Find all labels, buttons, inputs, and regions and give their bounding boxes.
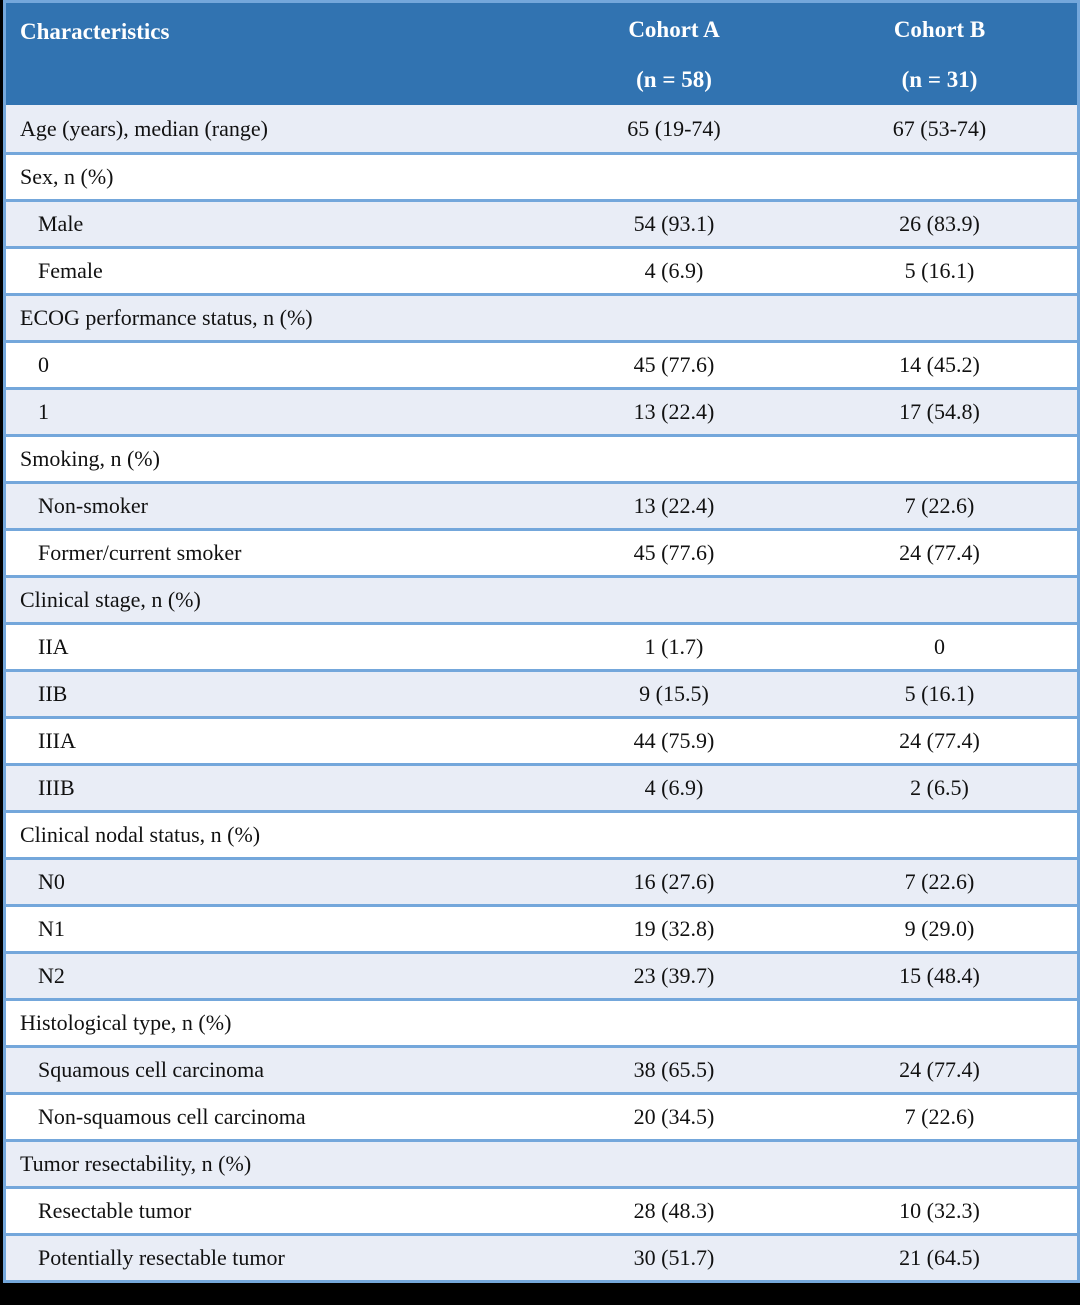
- cohort-a-value: 4 (6.9): [644, 258, 704, 283]
- row-label: IIIB: [38, 775, 75, 800]
- cohort-a-value: 30 (51.7): [633, 1245, 715, 1270]
- cohort-b-value: 24 (77.4): [899, 540, 980, 565]
- table-row: Non-smoker 13 (22.4) 7 (22.6): [6, 481, 1077, 528]
- header-cohort-a-n: (n = 58): [636, 67, 712, 92]
- row-label: Former/current smoker: [38, 540, 242, 565]
- table-section-row: ECOG performance status, n (%): [6, 293, 1077, 340]
- table-header-row: Characteristics Cohort A (n = 58) Cohort…: [6, 3, 1077, 105]
- table-section-row: Clinical nodal status, n (%): [6, 810, 1077, 857]
- table-row: 1 13 (22.4) 17 (54.8): [6, 387, 1077, 434]
- header-cohort-b-name: Cohort B: [893, 17, 986, 42]
- cohort-a-value: 28 (48.3): [633, 1198, 715, 1223]
- table-section-row: Histological type, n (%): [6, 998, 1077, 1045]
- table-section-row: Clinical stage, n (%): [6, 575, 1077, 622]
- cohort-a-value: 20 (34.5): [633, 1104, 715, 1129]
- table-row: N0 16 (27.6) 7 (22.6): [6, 857, 1077, 904]
- table-row: Former/current smoker 45 (77.6) 24 (77.4): [6, 528, 1077, 575]
- table-row: N2 23 (39.7) 15 (48.4): [6, 951, 1077, 998]
- table-body: Age (years), median (range) 65 (19-74) 67 …: [6, 105, 1077, 1280]
- table-row: Potentially resectable tumor 30 (51.7) 21 …: [6, 1233, 1077, 1280]
- cohort-a-value: 44 (75.9): [633, 728, 715, 753]
- table-row: 0 45 (77.6) 14 (45.2): [6, 340, 1077, 387]
- section-label: ECOG performance status, n (%): [20, 305, 313, 330]
- cohort-a-value: 38 (65.5): [633, 1057, 715, 1082]
- section-label: Clinical nodal status, n (%): [20, 822, 261, 847]
- header-characteristics: Characteristics: [20, 19, 170, 44]
- row-label: IIA: [38, 634, 69, 659]
- table-row: N1 19 (32.8) 9 (29.0): [6, 904, 1077, 951]
- row-label: Non-smoker: [38, 493, 148, 518]
- table-row: IIIA 44 (75.9) 24 (77.4): [6, 716, 1077, 763]
- table-row: IIIB 4 (6.9) 2 (6.5): [6, 763, 1077, 810]
- row-label: N1: [38, 916, 65, 941]
- section-label: Clinical stage, n (%): [20, 587, 201, 612]
- row-label: N0: [38, 869, 65, 894]
- row-label: Male: [38, 211, 84, 236]
- cohort-a-value: 19 (32.8): [633, 916, 715, 941]
- row-label: 1: [38, 399, 49, 424]
- table-section-row: Sex, n (%): [6, 152, 1077, 199]
- section-label: Tumor resectability, n (%): [20, 1151, 252, 1176]
- table-section-row: Smoking, n (%): [6, 434, 1077, 481]
- cohort-b-value: 24 (77.4): [899, 1057, 980, 1082]
- cohort-b-value: 67 (53-74): [892, 115, 987, 141]
- table-section-row: Tumor resectability, n (%): [6, 1139, 1077, 1186]
- cohort-b-value: 14 (45.2): [899, 352, 980, 377]
- cohort-b-value: 9 (29.0): [904, 916, 975, 941]
- table-row: Female 4 (6.9) 5 (16.1): [6, 246, 1077, 293]
- row-label: Potentially resectable tumor: [38, 1245, 285, 1270]
- cohort-a-value: 13 (22.4): [633, 493, 715, 518]
- section-label: Smoking, n (%): [20, 446, 160, 471]
- row-label: N2: [38, 963, 65, 988]
- row-label: Age (years), median (range): [20, 115, 268, 141]
- table-row: IIA 1 (1.7) 0: [6, 622, 1077, 669]
- row-label: Non-squamous cell carcinoma: [38, 1104, 306, 1129]
- table-row: Male 54 (93.1) 26 (83.9): [6, 199, 1077, 246]
- cohort-a-value: 45 (77.6): [633, 540, 715, 565]
- bottom-black-bar: [0, 1283, 1080, 1305]
- cohort-a-value: 9 (15.5): [639, 681, 709, 706]
- row-label: Squamous cell carcinoma: [38, 1057, 265, 1082]
- cohort-b-value: 17 (54.8): [899, 399, 980, 424]
- cohort-b-value: 21 (64.5): [899, 1245, 980, 1270]
- cohort-a-value: 13 (22.4): [633, 399, 715, 424]
- table-row: Squamous cell carcinoma 38 (65.5) 24 (77.4…: [6, 1045, 1077, 1092]
- header-cohort-b-n: (n = 31): [901, 67, 978, 92]
- cohort-b-value: 10 (32.3): [899, 1198, 980, 1223]
- table-row: Non-squamous cell carcinoma 20 (34.5) 7 (2…: [6, 1092, 1077, 1139]
- cohort-a-value: 4 (6.9): [644, 775, 704, 800]
- row-label: Resectable tumor: [38, 1198, 192, 1223]
- table-row: Age (years), median (range) 65 (19-74) 67 …: [6, 105, 1077, 152]
- header-cohort-a: Cohort A (n = 58): [546, 3, 802, 105]
- row-label: IIIA: [38, 728, 76, 753]
- cohort-a-value: 45 (77.6): [633, 352, 715, 377]
- cohort-b-value: 7 (22.6): [904, 869, 975, 894]
- cohort-b-value: 2 (6.5): [910, 775, 969, 800]
- cohort-b-value: 24 (77.4): [899, 728, 980, 753]
- section-label: Histological type, n (%): [20, 1010, 232, 1035]
- row-label: 0: [38, 352, 49, 377]
- table-row: IIB 9 (15.5) 5 (16.1): [6, 669, 1077, 716]
- table-row: Resectable tumor 28 (48.3) 10 (32.3): [6, 1186, 1077, 1233]
- cohort-a-value: 23 (39.7): [633, 963, 715, 988]
- cohort-a-value: 65 (19-74): [627, 115, 721, 141]
- characteristics-table: Characteristics Cohort A (n = 58) Cohort…: [3, 0, 1080, 1283]
- header-cohort-a-name: Cohort A: [628, 17, 720, 42]
- cohort-a-value: 54 (93.1): [633, 211, 715, 236]
- cohort-b-value: 7 (22.6): [904, 1104, 975, 1129]
- header-cohort-b: Cohort B (n = 31): [802, 3, 1077, 105]
- cohort-b-value: 26 (83.9): [899, 211, 980, 236]
- row-label: Female: [38, 258, 103, 283]
- cohort-b-value: 5 (16.1): [904, 258, 975, 283]
- cohort-a-value: 16 (27.6): [633, 869, 715, 894]
- cohort-b-value: 0: [934, 634, 945, 659]
- cohort-b-value: 5 (16.1): [904, 681, 975, 706]
- cohort-b-value: 15 (48.4): [899, 963, 980, 988]
- section-label: Sex, n (%): [20, 164, 114, 189]
- row-label: IIB: [38, 681, 68, 706]
- cohort-a-value: 1 (1.7): [644, 634, 704, 659]
- cohort-b-value: 7 (22.6): [904, 493, 975, 518]
